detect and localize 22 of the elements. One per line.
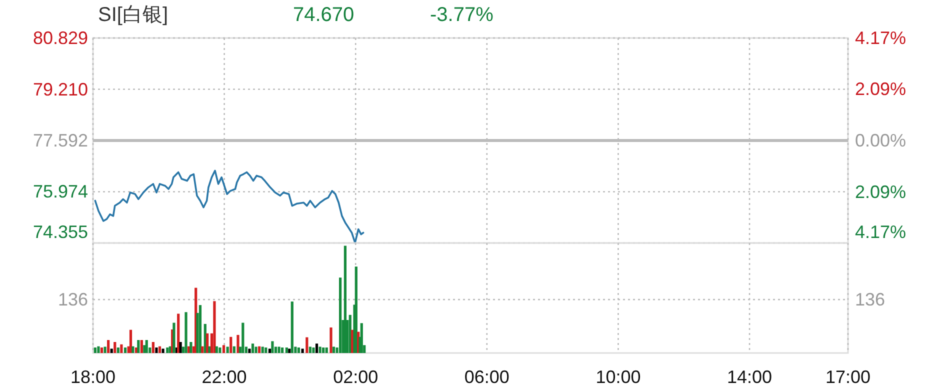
y2-tick-label: 0.00% [855, 130, 906, 150]
x-tick-label: 22:00 [202, 367, 247, 387]
chart-title: SI[白银] [98, 4, 168, 26]
y2-tick-label: 4.17% [855, 28, 906, 48]
y-tick-label: 136 [58, 290, 88, 310]
x-tick-label: 14:00 [727, 367, 772, 387]
x-tick-label: 02:00 [333, 367, 378, 387]
y2-tick-label: 4.17% [855, 222, 906, 242]
x-tick-label: 10:00 [596, 367, 641, 387]
x-tick-label: 06:00 [464, 367, 510, 387]
x-tick-label: 18:00 [70, 367, 116, 387]
y-tick-label: 79.210 [32, 79, 88, 100]
y2-tick-label: 2.09% [855, 182, 906, 202]
text: 74.670 [293, 4, 354, 26]
y-tick-label: 80.829 [32, 28, 88, 48]
text: 136 [855, 290, 886, 310]
y2-tick-label: 2.09% [855, 79, 906, 100]
text: -3.77% [430, 4, 494, 26]
x-tick-label: 17:00 [825, 367, 871, 387]
y-tick-label: 74.355 [32, 222, 88, 242]
y-tick-label: 77.592 [32, 130, 88, 150]
y-tick-label: 75.974 [32, 182, 88, 202]
